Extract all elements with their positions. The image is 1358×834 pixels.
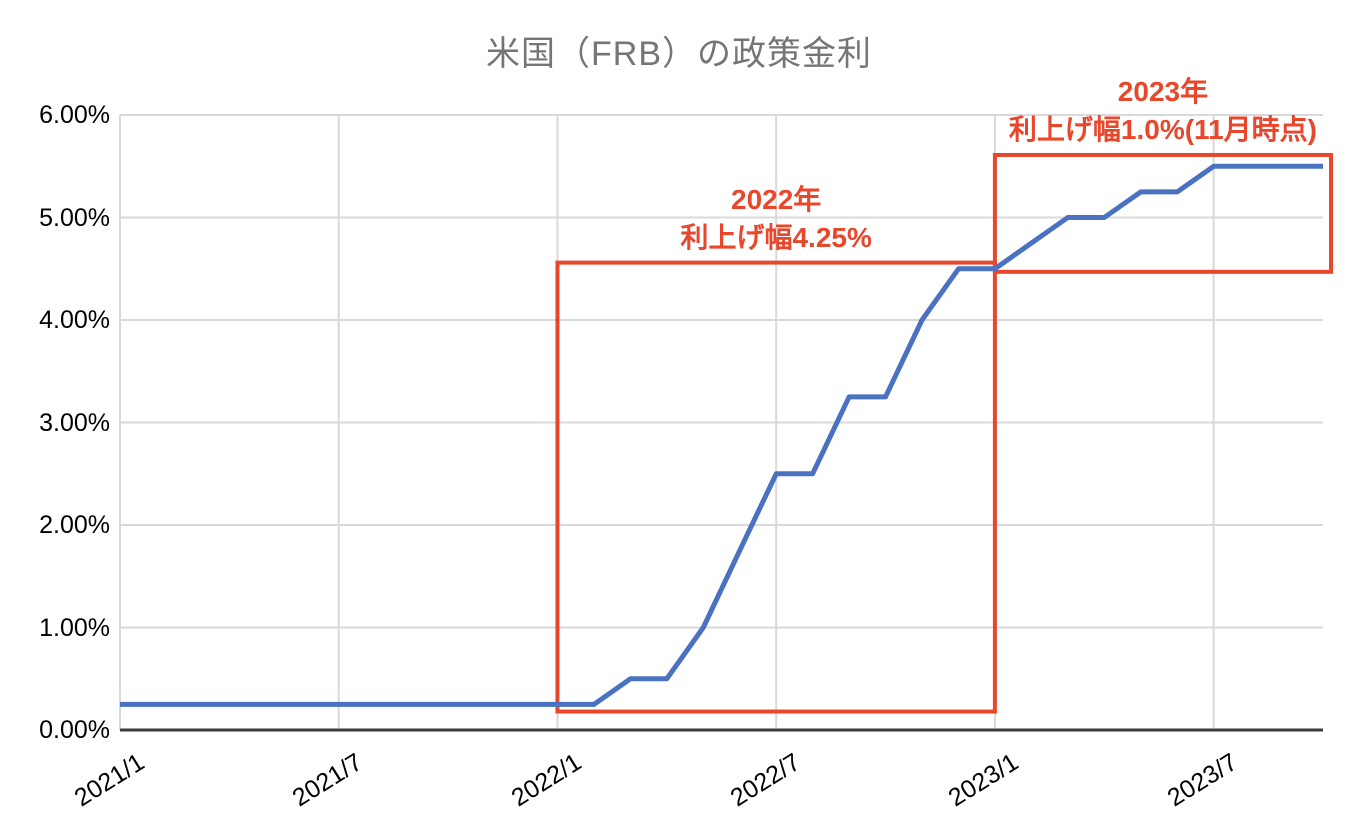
policy-rate-line bbox=[120, 163, 1323, 707]
annotation-2023-hike: 2023年 利上げ幅1.0%(11月時点) bbox=[813, 73, 1358, 149]
highlight-box-2023年 bbox=[992, 152, 1334, 274]
y-tick-label: 4.00% bbox=[39, 306, 110, 334]
annotation-2022-year: 2022年 bbox=[731, 183, 822, 215]
y-tick-label: 3.00% bbox=[39, 408, 110, 437]
chart-title: 米国（FRB）の政策金利 bbox=[486, 35, 872, 73]
annotation-2022-amount: 利上げ幅4.25% bbox=[680, 221, 872, 253]
y-tick-label: 5.00% bbox=[39, 203, 110, 232]
annotation-2022-hike: 2022年 利上げ幅4.25% bbox=[426, 181, 1126, 257]
y-tick-label: 1.00% bbox=[39, 613, 110, 642]
highlight-box-2022年 bbox=[555, 260, 997, 714]
annotation-2023-amount: 利上げ幅1.0%(11月時点) bbox=[1008, 113, 1317, 145]
y-tick-label: 2.00% bbox=[39, 511, 110, 539]
y-tick-label: 6.00% bbox=[39, 101, 110, 129]
annotation-2023-year: 2023年 bbox=[1117, 75, 1209, 107]
y-tick-label: 0.00% bbox=[39, 716, 110, 744]
